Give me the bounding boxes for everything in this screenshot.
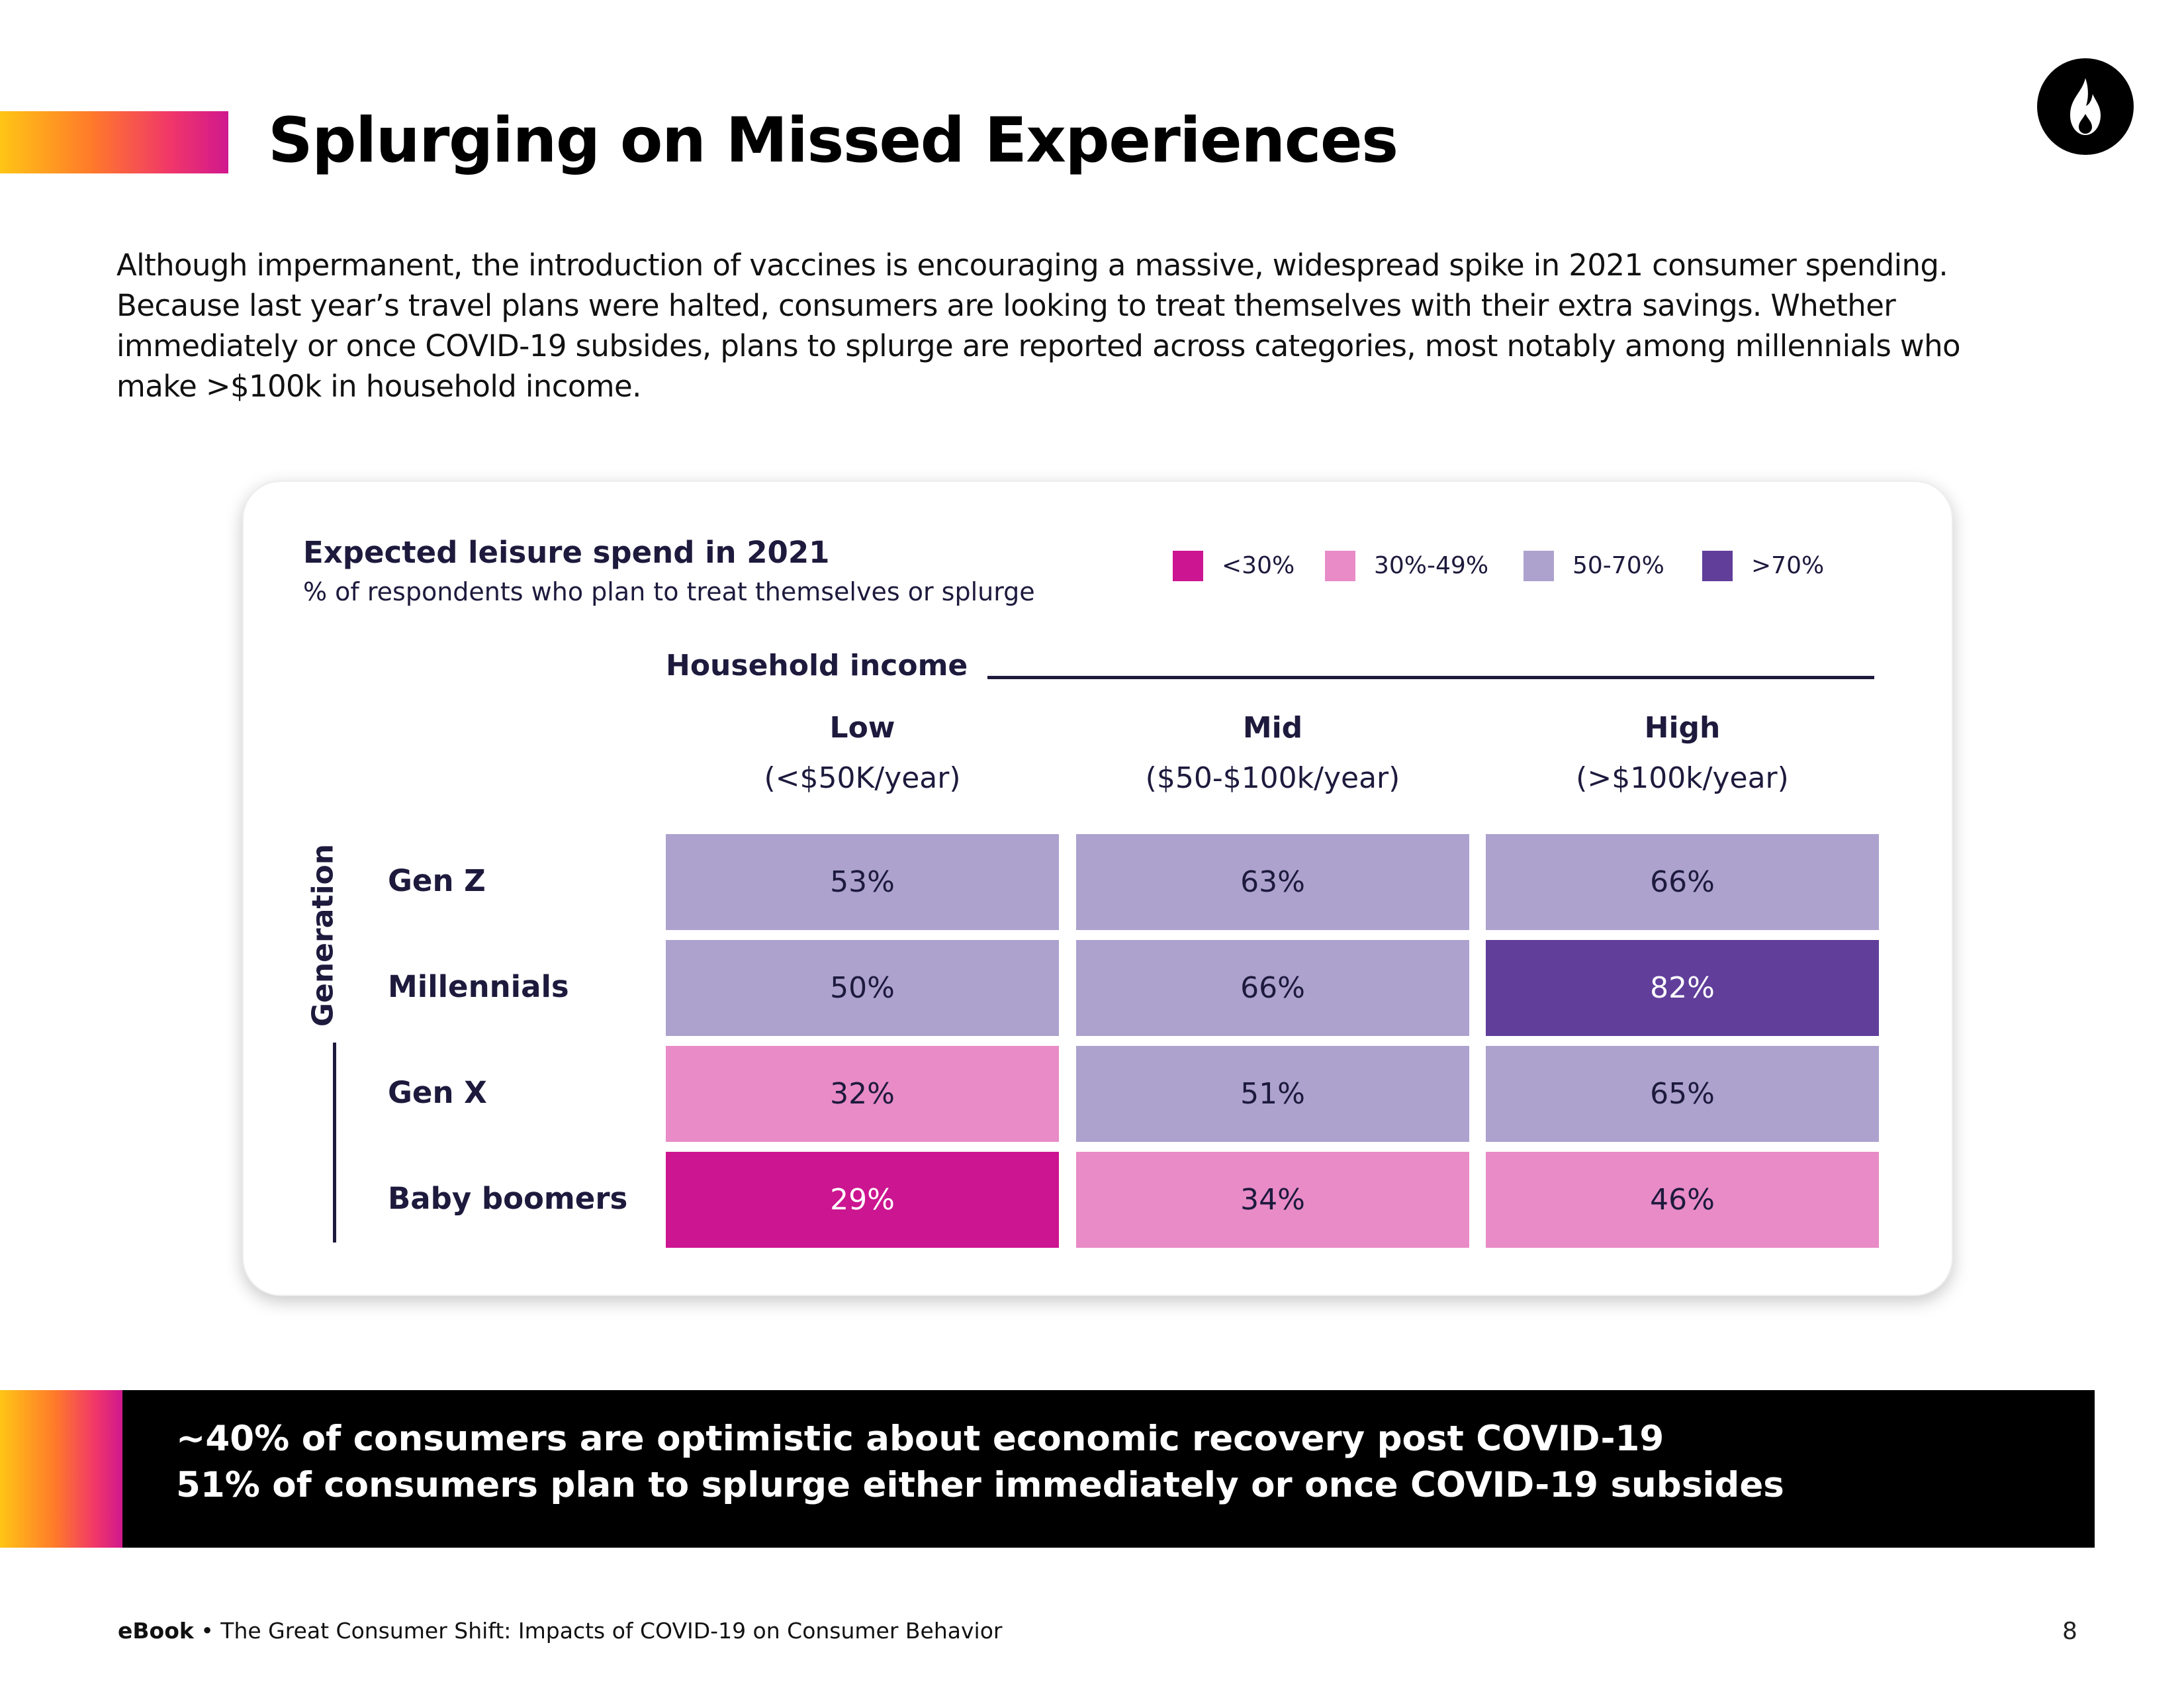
flame-icon bbox=[2037, 58, 2134, 155]
heatmap-cell: 50% bbox=[666, 940, 1059, 1036]
legend-label: >70% bbox=[1751, 552, 1825, 579]
legend-swatch bbox=[1173, 551, 1203, 581]
footer-text: The Great Consumer Shift: Impacts of COV… bbox=[220, 1618, 1003, 1644]
chart-title: Expected leisure spend in 2021 bbox=[303, 535, 830, 570]
footer-separator: • bbox=[201, 1618, 214, 1644]
title-accent-bar bbox=[0, 111, 228, 173]
intro-paragraph: Although impermanent, the introduction o… bbox=[116, 245, 2095, 406]
heatmap-cell: 66% bbox=[1486, 834, 1879, 930]
legend-label: <30% bbox=[1222, 552, 1295, 579]
column-name: Low bbox=[829, 711, 895, 745]
chart-subtitle: % of respondents who plan to treat thems… bbox=[303, 577, 1035, 606]
row-name: Gen X bbox=[388, 1075, 487, 1110]
heatmap-cell: 65% bbox=[1486, 1046, 1879, 1142]
legend-swatch bbox=[1325, 551, 1355, 581]
income-header: Household income bbox=[666, 649, 968, 682]
row-name: Millennials bbox=[388, 969, 569, 1004]
page-number: 8 bbox=[2062, 1618, 2077, 1645]
column-range: (<$50K/year) bbox=[764, 761, 961, 795]
banner-line: ~40% of consumers are optimistic about e… bbox=[176, 1419, 1664, 1459]
intro-line: immediately or once COVID-19 subsides, p… bbox=[116, 328, 1961, 363]
intro-line: Although impermanent, the introduction o… bbox=[116, 248, 1948, 283]
legend-swatch bbox=[1524, 551, 1554, 581]
heatmap-cell: 63% bbox=[1076, 834, 1469, 930]
income-header-rule bbox=[987, 676, 1874, 679]
row-name: Baby boomers bbox=[388, 1181, 628, 1216]
generation-axis-rule bbox=[333, 1043, 336, 1243]
footer-caption: eBook • The Great Consumer Shift: Impact… bbox=[118, 1618, 1002, 1644]
banner-line: 51% of consumers plan to splurge either … bbox=[176, 1465, 1784, 1505]
column-name: Mid bbox=[1242, 711, 1303, 745]
legend-label: 50-70% bbox=[1572, 552, 1664, 579]
heatmap-cell: 34% bbox=[1076, 1152, 1469, 1248]
heatmap-cell: 51% bbox=[1076, 1046, 1469, 1142]
heatmap-cell: 32% bbox=[666, 1046, 1059, 1142]
column-range: (>$100k/year) bbox=[1576, 761, 1789, 795]
intro-line: Because last year’s travel plans were ha… bbox=[116, 288, 1896, 323]
heatmap-cell: 66% bbox=[1076, 940, 1469, 1036]
page-title: Splurging on Missed Experiences bbox=[268, 105, 1398, 177]
stats-banner: ~40% of consumers are optimistic about e… bbox=[0, 1390, 2095, 1548]
heatmap-cell: 82% bbox=[1486, 940, 1879, 1036]
heatmap-cell: 53% bbox=[666, 834, 1059, 930]
footer-label: eBook bbox=[118, 1618, 194, 1644]
legend-label: 30%-49% bbox=[1374, 552, 1489, 579]
column-range: ($50-$100k/year) bbox=[1145, 761, 1400, 795]
heatmap-cell: 46% bbox=[1486, 1152, 1879, 1248]
generation-axis-text: Generation bbox=[306, 843, 340, 1027]
column-name: High bbox=[1644, 711, 1721, 745]
heatmap-cell: 29% bbox=[666, 1152, 1059, 1248]
row-name: Gen Z bbox=[388, 863, 486, 898]
banner-accent-bar bbox=[0, 1390, 122, 1548]
legend-swatch bbox=[1702, 551, 1733, 581]
intro-line: make >$100k in household income. bbox=[116, 369, 641, 404]
